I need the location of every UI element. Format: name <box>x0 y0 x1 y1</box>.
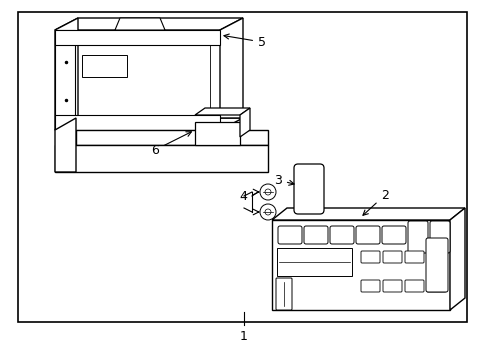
Polygon shape <box>449 208 464 310</box>
FancyBboxPatch shape <box>425 238 447 292</box>
Circle shape <box>260 204 275 220</box>
FancyBboxPatch shape <box>429 221 449 253</box>
Circle shape <box>264 209 270 215</box>
Polygon shape <box>55 18 243 30</box>
Text: 5: 5 <box>224 34 265 49</box>
FancyBboxPatch shape <box>360 280 379 292</box>
FancyBboxPatch shape <box>304 226 327 244</box>
Polygon shape <box>271 220 449 310</box>
Polygon shape <box>55 115 220 130</box>
Bar <box>18 12 466 322</box>
Polygon shape <box>271 208 464 220</box>
Polygon shape <box>55 118 76 172</box>
Text: 3: 3 <box>273 174 293 186</box>
Circle shape <box>260 184 275 200</box>
FancyBboxPatch shape <box>404 280 423 292</box>
FancyBboxPatch shape <box>293 164 324 214</box>
FancyBboxPatch shape <box>382 280 401 292</box>
Polygon shape <box>55 30 75 130</box>
Polygon shape <box>115 18 164 30</box>
Polygon shape <box>240 108 249 137</box>
FancyBboxPatch shape <box>426 280 445 292</box>
Bar <box>276 248 351 276</box>
Polygon shape <box>76 130 267 145</box>
Polygon shape <box>220 18 243 118</box>
Text: 1: 1 <box>240 330 247 343</box>
FancyBboxPatch shape <box>404 251 423 263</box>
FancyBboxPatch shape <box>329 226 353 244</box>
FancyBboxPatch shape <box>275 278 291 310</box>
FancyBboxPatch shape <box>278 226 302 244</box>
Polygon shape <box>55 118 243 130</box>
Circle shape <box>264 189 270 195</box>
FancyBboxPatch shape <box>407 221 427 253</box>
Polygon shape <box>195 122 240 145</box>
Text: 4: 4 <box>239 189 246 202</box>
Polygon shape <box>55 145 267 172</box>
FancyBboxPatch shape <box>382 251 401 263</box>
Polygon shape <box>55 30 220 45</box>
Text: 6: 6 <box>151 132 191 157</box>
FancyBboxPatch shape <box>426 251 445 263</box>
FancyBboxPatch shape <box>360 251 379 263</box>
Polygon shape <box>55 18 78 130</box>
Text: 2: 2 <box>362 189 388 215</box>
FancyBboxPatch shape <box>381 226 405 244</box>
FancyBboxPatch shape <box>355 226 379 244</box>
Bar <box>82 55 127 77</box>
Polygon shape <box>195 108 249 115</box>
